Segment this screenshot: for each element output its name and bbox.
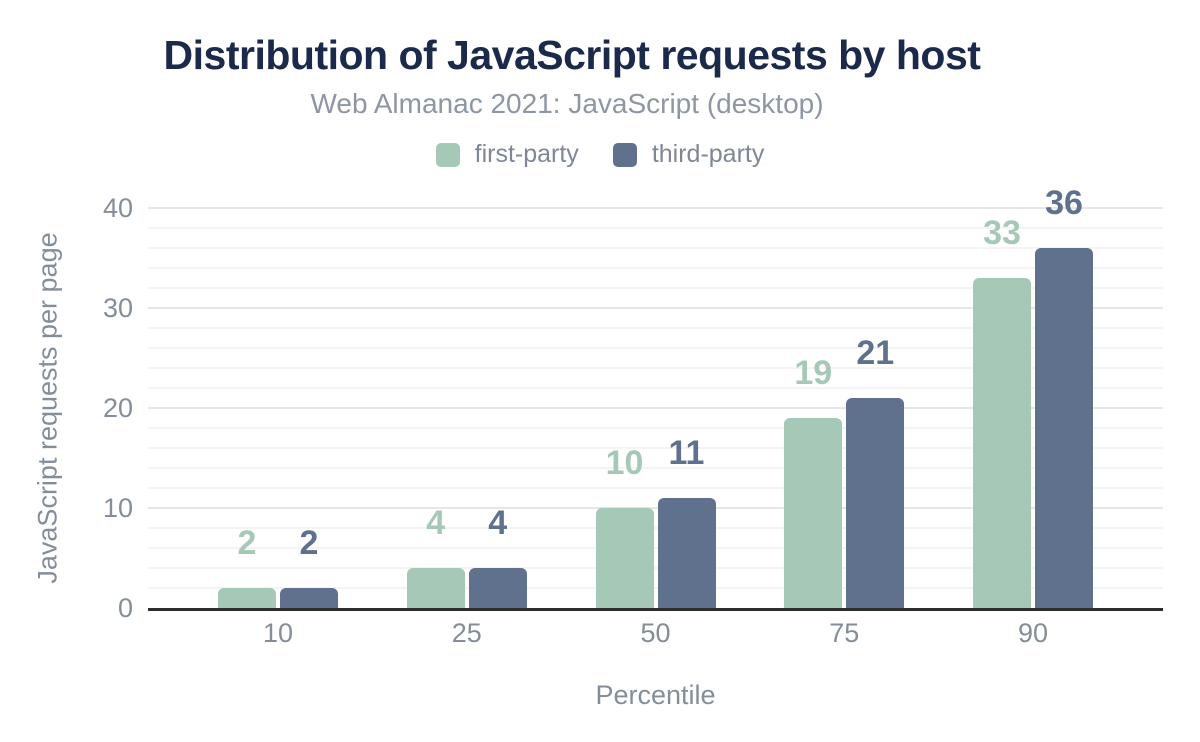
- bar-third-party-p90: [1035, 248, 1093, 608]
- bar-third-party-p75: [846, 398, 905, 608]
- bar-group-p10: 2 2 10: [218, 208, 338, 648]
- y-tick-label: 10: [102, 493, 133, 523]
- legend: first-party third-party: [0, 140, 1200, 169]
- gridline-minor: [148, 327, 1163, 329]
- x-tick-label: 10: [262, 618, 294, 648]
- y-tick-label: 30: [102, 293, 133, 323]
- bar-value-label-first-party-p25: 4: [426, 504, 446, 542]
- bar-first-party-p10: [218, 588, 276, 608]
- bar-value-label-third-party-p50: 11: [668, 434, 705, 472]
- gridline-minor: [148, 567, 1163, 569]
- y-tick-label: 0: [117, 593, 133, 623]
- bar-first-party-p25: [406, 568, 465, 608]
- gridline-minor: [148, 347, 1163, 349]
- gridline-minor: [148, 547, 1163, 549]
- bar-value-label-third-party-p75: 21: [856, 334, 895, 372]
- bar-third-party-p10: [280, 588, 338, 608]
- gridline-major: [148, 407, 1163, 409]
- legend-label-third-party: third-party: [651, 140, 765, 168]
- plot-area: Percentile 0 10 20 30 40 2 2 10 4 4 25 10 11 50 19 21 75…: [103, 186, 1163, 710]
- bar-value-label-first-party-p90: 33: [983, 214, 1021, 252]
- x-tick-label: 90: [1017, 618, 1049, 648]
- bar-first-party-p90: [973, 278, 1031, 608]
- chart-subtitle: Web Almanac 2021: JavaScript (desktop): [310, 88, 824, 119]
- bar-first-party-p75: [784, 418, 843, 608]
- bar-value-label-first-party-p50: 10: [605, 444, 644, 482]
- gridline-minor: [148, 487, 1163, 489]
- gridline-major: [148, 507, 1163, 509]
- gridline-minor: [148, 447, 1163, 449]
- legend-swatch-first-party: [435, 142, 460, 167]
- bar-value-label-third-party-p25: 4: [488, 504, 508, 542]
- legend-item-first-party: first-party: [435, 140, 579, 169]
- gridline-minor: [148, 527, 1163, 529]
- legend-swatch-third-party: [612, 142, 637, 167]
- gridline-minor: [148, 587, 1163, 589]
- x-tick-label: 75: [829, 618, 860, 648]
- bar-value-label-third-party-p10: 2: [299, 524, 319, 562]
- bar-group-p90: 33 36 90: [973, 186, 1093, 648]
- legend-label-first-party: first-party: [474, 140, 579, 168]
- gridline-major: [148, 207, 1163, 209]
- chart-title: Distribution of JavaScript requests by h…: [163, 32, 981, 78]
- bar-third-party-p50: [657, 498, 716, 608]
- gridline-major: [148, 307, 1163, 309]
- bar-group-p75: 19 21 75: [784, 208, 905, 648]
- gridline-minor: [148, 387, 1163, 389]
- x-tick-label: 50: [640, 618, 671, 648]
- bar-first-party-p50: [595, 508, 654, 608]
- x-tick-label: 25: [451, 618, 482, 648]
- bar-group-p25: 4 4 25: [406, 208, 527, 648]
- y-tick-label: 40: [102, 193, 133, 223]
- bar-third-party-p25: [468, 568, 527, 608]
- gridline-minor: [148, 227, 1163, 229]
- x-axis-title: Percentile: [595, 680, 716, 710]
- gridline-minor: [148, 467, 1163, 469]
- legend-item-third-party: third-party: [612, 140, 765, 169]
- y-tick-label: 20: [102, 393, 133, 423]
- bar-value-label-first-party-p75: 19: [794, 354, 833, 392]
- gridline-minor: [148, 287, 1163, 289]
- bar-group-p50: 10 11 50: [595, 208, 716, 648]
- bar-value-label-first-party-p10: 2: [237, 524, 257, 562]
- gridline-minor: [148, 367, 1163, 369]
- gridline-minor: [148, 267, 1163, 269]
- bar-value-label-third-party-p90: 36: [1045, 184, 1083, 222]
- gridline-minor: [148, 427, 1163, 429]
- gridline-minor: [148, 247, 1163, 249]
